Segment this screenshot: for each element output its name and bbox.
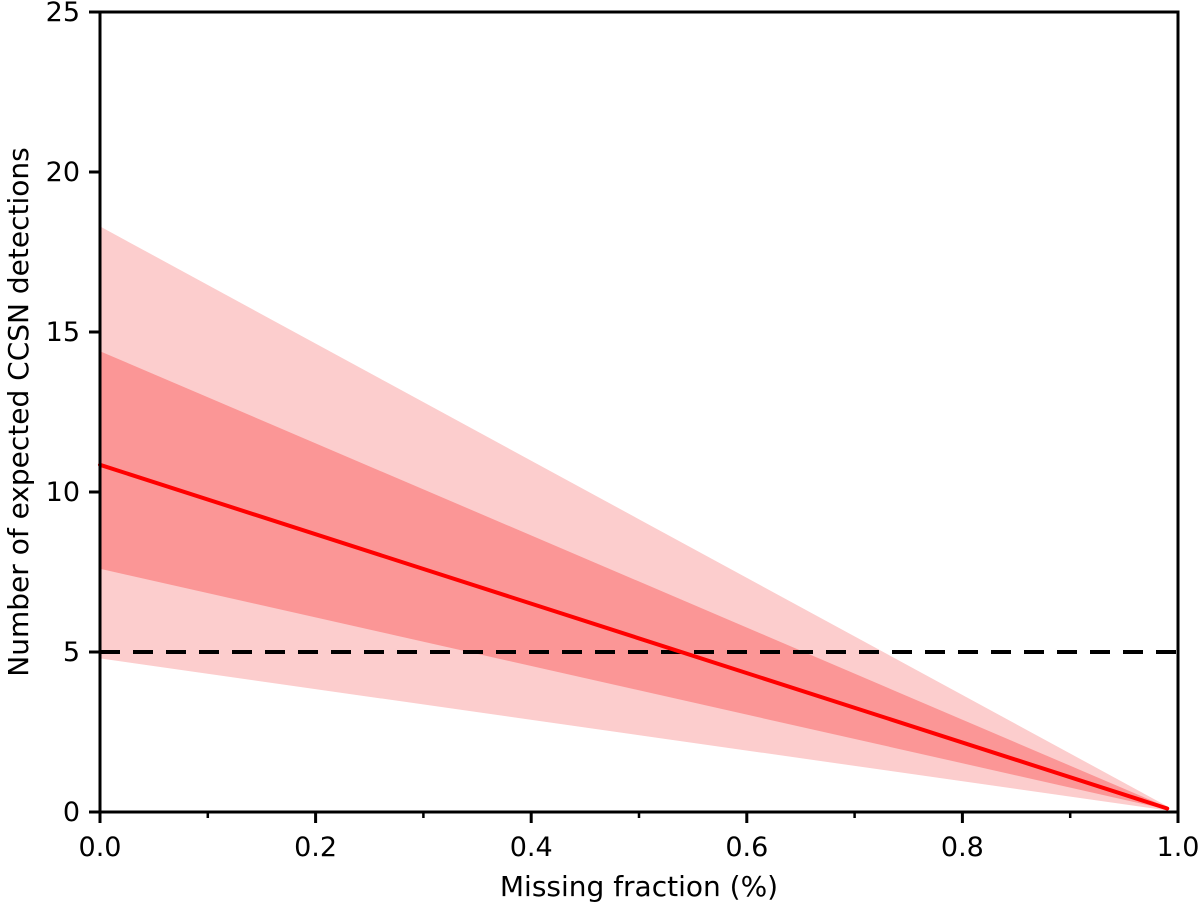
- median-expected-detections: [98, 462, 1170, 811]
- y-tick-label: 5: [63, 637, 80, 668]
- 2-sigma-band: [100, 226, 1168, 811]
- y-tick-label: 15: [46, 317, 80, 348]
- x-tick-label: 0.2: [294, 832, 337, 863]
- y-tick-label: 25: [46, 0, 80, 28]
- x-tick-label: 1.0: [1157, 832, 1200, 863]
- x-tick-label: 0.0: [79, 832, 122, 863]
- x-tick-label: 0.4: [510, 832, 553, 863]
- y-tick-label: 10: [46, 477, 80, 508]
- x-tick-label: 0.6: [725, 832, 768, 863]
- y-tick-label: 0: [63, 797, 80, 828]
- 1-sigma-band: [100, 351, 1168, 810]
- x-axis-label: Missing fraction (%): [500, 870, 778, 903]
- y-tick-label: 20: [46, 157, 80, 188]
- x-tick-label: 0.8: [941, 832, 984, 863]
- y-axis-label: Number of expected CCSN detections: [2, 147, 35, 676]
